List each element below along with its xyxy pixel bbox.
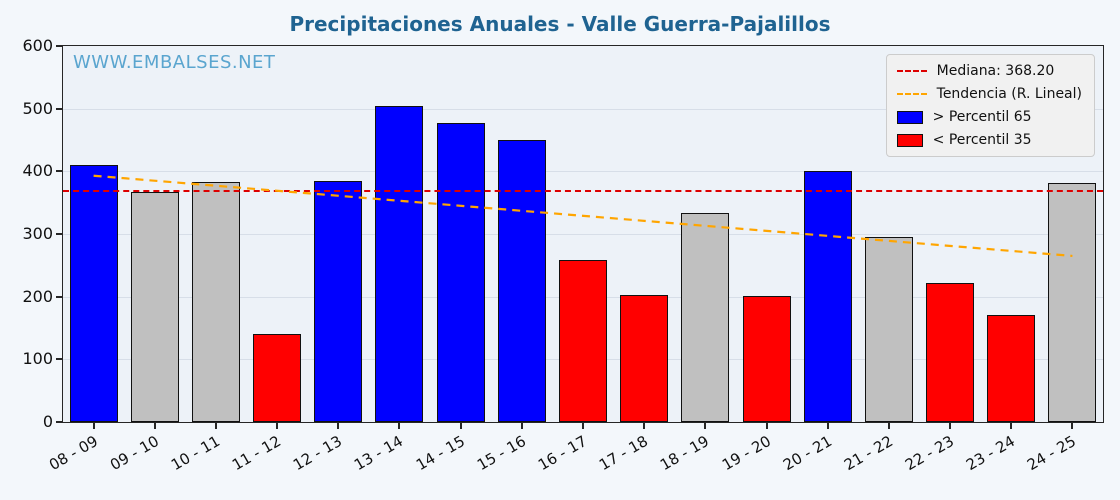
legend-label-trend: Tendencia (R. Lineal) <box>936 86 1082 102</box>
y-axis-tick-label: 600 <box>22 36 53 55</box>
legend-item-p65: > Percentil 65 <box>896 109 1082 125</box>
legend-label-median: Mediana: 368.20 <box>936 63 1055 79</box>
bar <box>437 123 485 422</box>
chart-title: Precipitaciones Anuales - Valle Guerra-P… <box>289 12 831 36</box>
legend-item-p35: < Percentil 35 <box>896 132 1082 148</box>
legend-label-p35: < Percentil 35 <box>932 132 1032 148</box>
y-axis-tick-label: 300 <box>22 224 53 243</box>
y-axis-tick-mark <box>56 421 62 423</box>
bar <box>498 140 546 422</box>
bar <box>253 334 301 422</box>
x-axis-tick-mark <box>92 423 95 429</box>
bar <box>70 165 118 422</box>
x-axis-tick-mark <box>337 423 340 429</box>
bar <box>1048 183 1096 422</box>
bar <box>620 295 668 422</box>
legend-label-p65: > Percentil 65 <box>932 109 1032 125</box>
x-axis-tick-mark <box>1010 423 1013 429</box>
y-axis-tick-mark <box>56 295 62 298</box>
bar <box>926 283 974 422</box>
x-axis-tick-mark <box>398 423 401 429</box>
y-axis-tick-mark <box>56 107 62 110</box>
bar <box>375 106 423 422</box>
watermark: WWW.EMBALSES.NET <box>73 52 276 73</box>
x-axis-tick-mark <box>276 423 279 429</box>
x-axis-tick-mark <box>153 423 156 429</box>
blue-box-sample-icon <box>896 110 923 124</box>
y-axis-tick-label: 400 <box>22 161 53 181</box>
bar <box>987 315 1035 422</box>
x-axis-tick-mark <box>704 423 707 429</box>
bar <box>804 171 852 422</box>
y-axis-tick-label: 100 <box>22 349 53 369</box>
bar <box>559 260 607 422</box>
bar <box>192 182 240 422</box>
x-axis-tick-mark <box>826 423 829 429</box>
gridline <box>63 234 1103 235</box>
legend: Mediana: 368.20 Tendencia (R. Lineal) > … <box>885 54 1095 157</box>
x-axis-tick-mark <box>1071 423 1074 429</box>
y-axis-tick-mark <box>56 170 62 173</box>
x-axis-tick-mark <box>582 423 584 429</box>
gridline <box>63 108 1103 110</box>
x-axis-tick-mark <box>949 423 952 429</box>
median-line <box>63 190 1103 193</box>
median-line-sample-icon <box>896 70 927 72</box>
bar <box>743 296 791 422</box>
x-axis-tick-mark <box>520 423 523 429</box>
y-axis-tick-label: 200 <box>22 286 53 306</box>
y-axis-tick-mark <box>56 45 62 47</box>
y-axis-tick-label: 0 <box>42 412 53 431</box>
bar <box>314 181 362 422</box>
red-box-sample-icon <box>896 133 923 147</box>
legend-item-median: Mediana: 368.20 <box>896 63 1082 79</box>
x-axis-tick-mark <box>765 423 768 429</box>
y-axis-tick-label: 500 <box>22 98 53 118</box>
bar <box>865 237 913 422</box>
x-axis-tick-mark <box>214 423 217 429</box>
x-axis-tick-mark <box>459 423 462 429</box>
bar <box>131 192 179 422</box>
y-axis-tick-mark <box>56 358 62 361</box>
x-axis-tick-mark <box>887 423 890 429</box>
gridline <box>63 171 1103 173</box>
trend-line <box>93 174 1073 258</box>
trend-line-sample-icon <box>896 93 927 95</box>
legend-item-trend: Tendencia (R. Lineal) <box>896 86 1082 102</box>
bar <box>681 213 729 422</box>
x-axis-tick-mark <box>643 423 646 429</box>
y-axis-tick-mark <box>56 233 62 235</box>
plot-area: WWW.EMBALSES.NET Mediana: 368.20 Tendenc… <box>22 36 1104 474</box>
